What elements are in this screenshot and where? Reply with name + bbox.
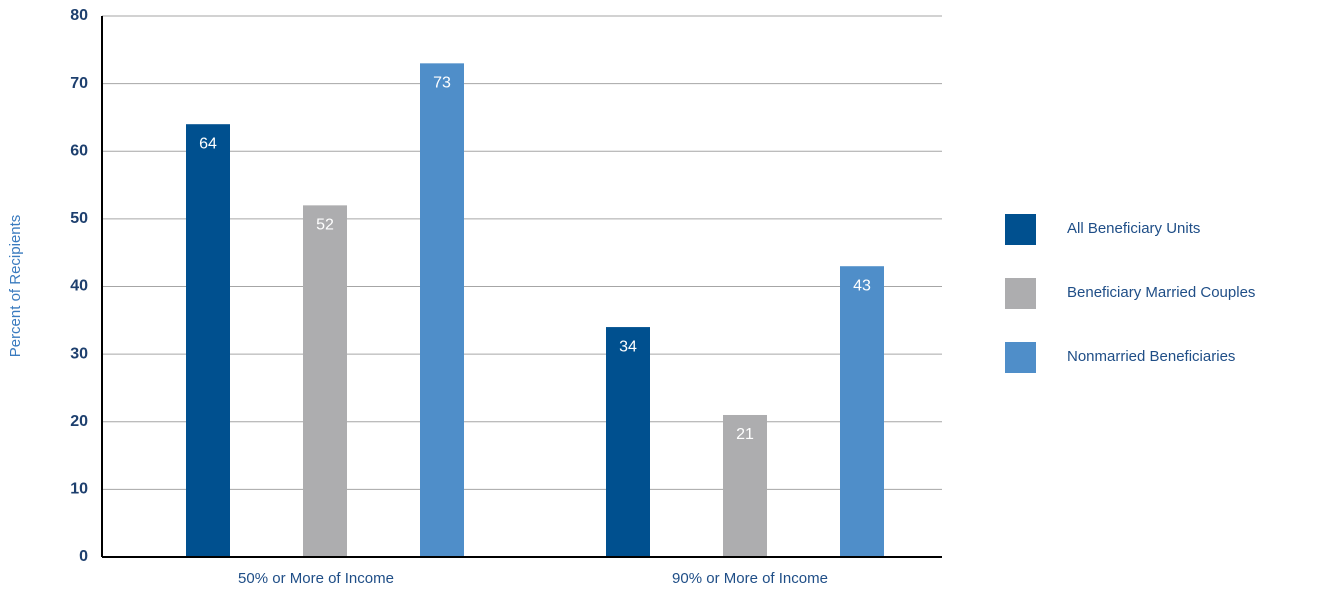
y-tick-label: 70 (70, 75, 88, 92)
x-tick-label: 90% or More of Income (672, 570, 828, 587)
bar (420, 63, 464, 558)
legend-swatch (1005, 214, 1036, 245)
bar (606, 327, 650, 557)
y-tick-label: 0 (79, 548, 88, 565)
bar (840, 266, 884, 557)
legend-swatch (1005, 342, 1036, 373)
y-tick-label: 50 (70, 210, 88, 227)
y-tick-label: 60 (70, 142, 88, 159)
x-tick-label: 50% or More of Income (238, 570, 394, 587)
y-tick-label: 20 (70, 413, 88, 430)
legend-swatch (1005, 278, 1036, 309)
y-tick-label: 40 (70, 278, 88, 295)
data-label: 73 (433, 75, 451, 92)
data-label: 21 (736, 426, 754, 443)
y-axis-title: Percent of Recipients (7, 215, 24, 358)
data-label: 52 (316, 217, 334, 234)
bar (303, 205, 347, 557)
bar (723, 414, 767, 557)
legend-label: All Beneficiary Units (1067, 220, 1200, 237)
data-label: 64 (199, 135, 217, 152)
data-label: 43 (853, 277, 871, 294)
y-tick-label: 10 (70, 481, 88, 498)
legend-label: Nonmarried Beneficiaries (1067, 348, 1235, 365)
legend-label: Beneficiary Married Couples (1067, 284, 1255, 301)
y-tick-label: 30 (70, 345, 88, 362)
bar (186, 124, 230, 557)
y-tick-label: 80 (70, 7, 88, 24)
data-label: 34 (619, 338, 637, 355)
